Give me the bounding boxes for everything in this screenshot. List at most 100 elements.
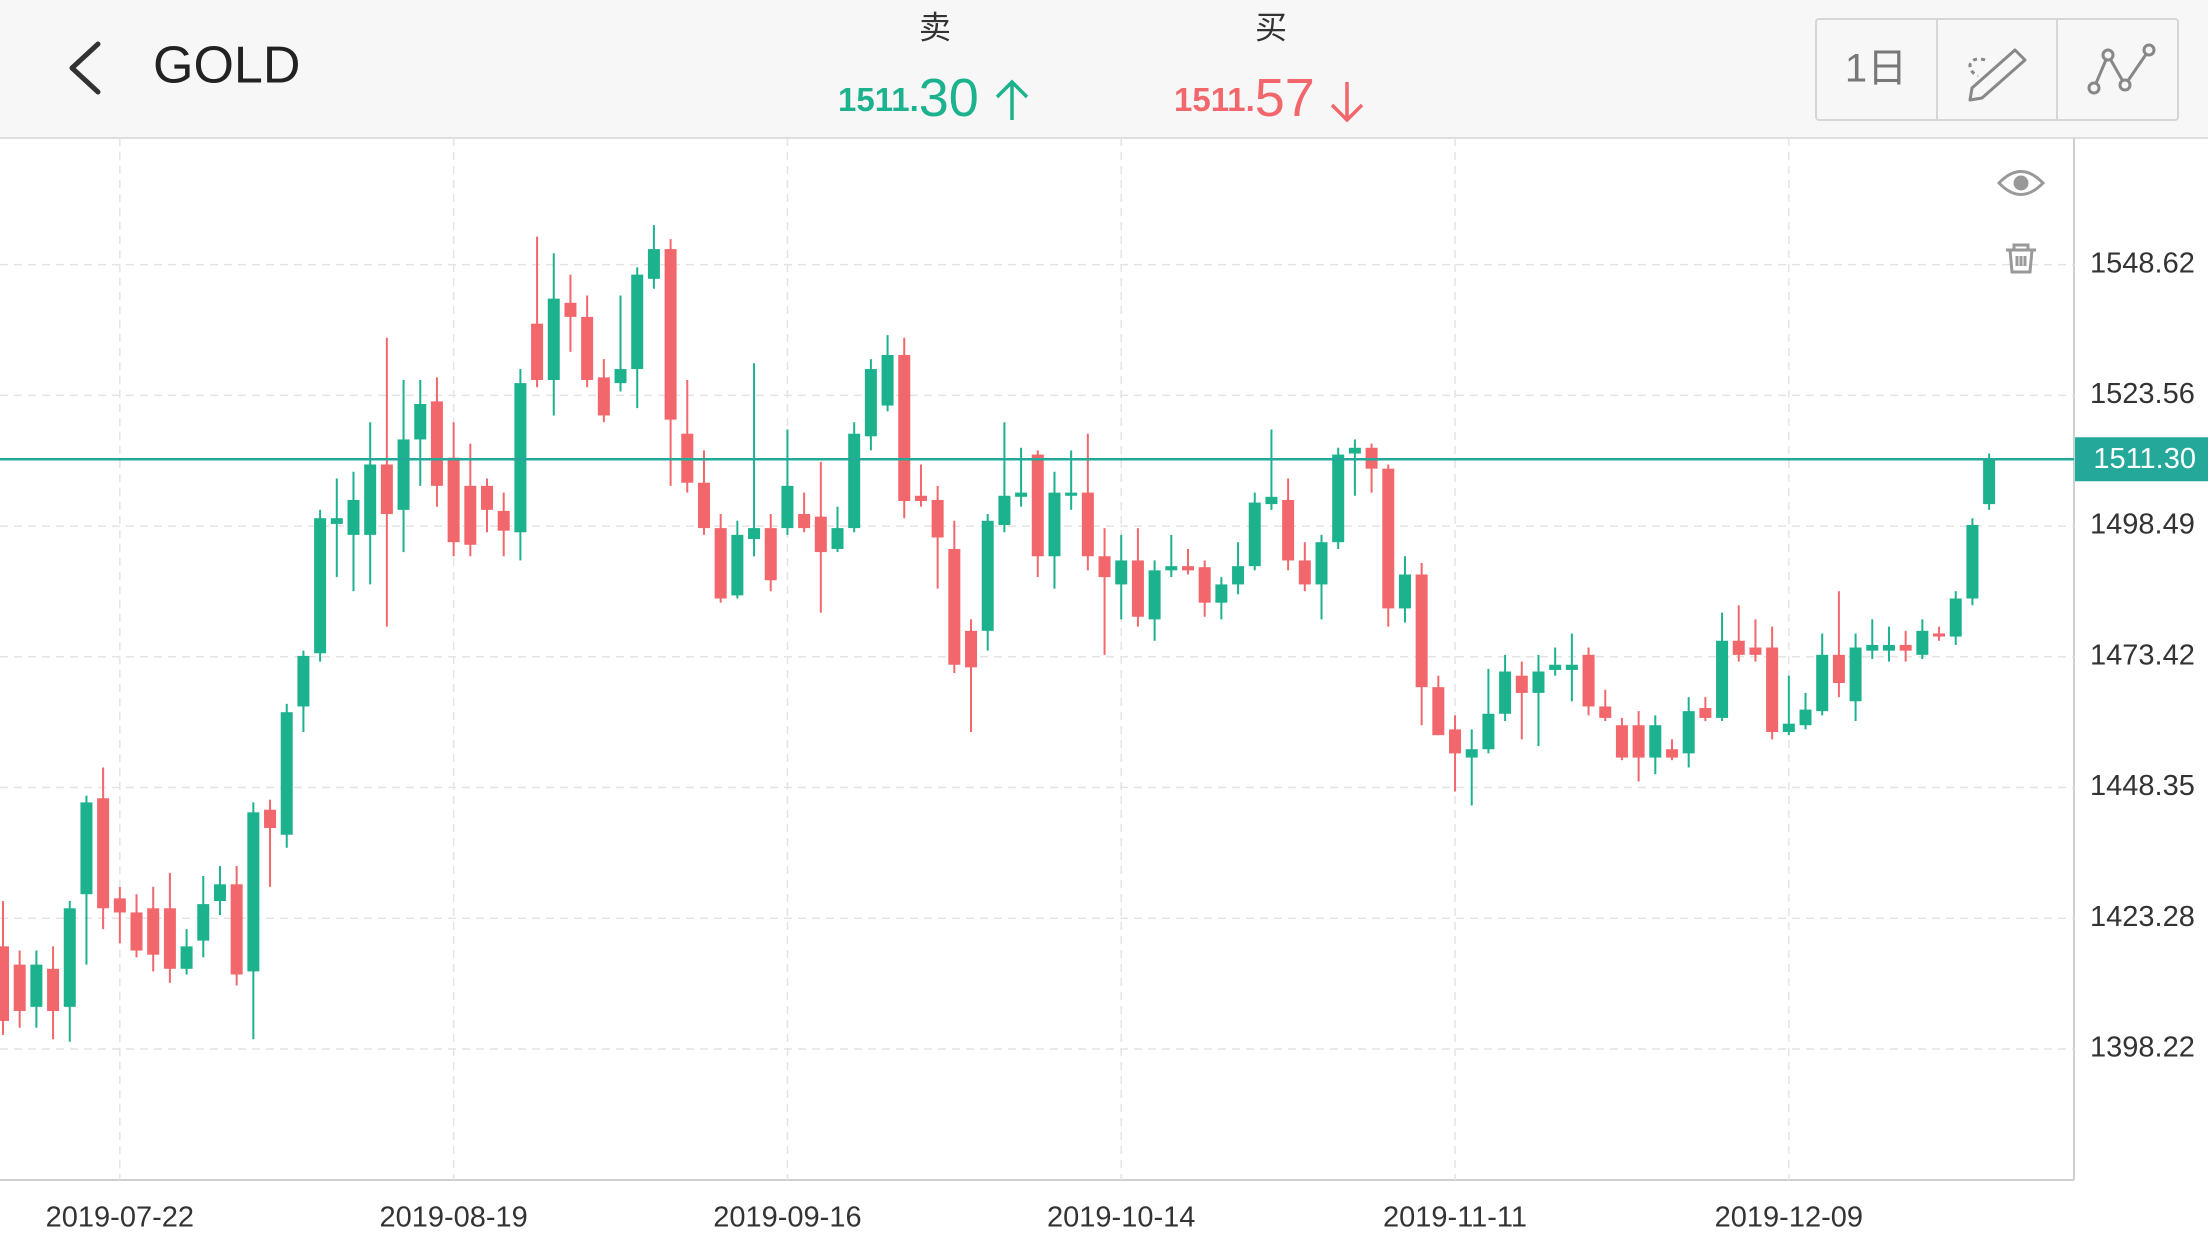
candle-body <box>1398 574 1411 609</box>
candle-body <box>1181 566 1194 571</box>
candle-body <box>1949 598 1962 637</box>
back-button[interactable] <box>69 41 101 95</box>
candle-body <box>481 485 494 510</box>
candle-body <box>981 520 994 631</box>
candle-body <box>1465 749 1478 758</box>
candle-body <box>347 499 360 535</box>
indicator-button[interactable] <box>2087 43 2156 95</box>
candle-body <box>1816 654 1829 712</box>
buy-arrow-down <box>1330 82 1364 123</box>
candle-body <box>831 528 844 549</box>
candle-body <box>1599 706 1612 718</box>
y-tick-label: 1473.42 <box>2090 639 2195 671</box>
candle-body <box>647 249 660 279</box>
candle-body <box>881 354 894 406</box>
delete-button[interactable] <box>2006 243 2036 274</box>
sell-price-int: 1511. <box>838 81 919 118</box>
candle-body <box>998 495 1011 525</box>
candle-body <box>1682 711 1695 754</box>
candle-body <box>30 964 43 1007</box>
draw-tool-button[interactable] <box>1968 48 2027 102</box>
period-button[interactable]: 1日 <box>1845 47 1907 91</box>
candle-body <box>280 712 293 835</box>
candle-body <box>180 946 193 969</box>
candle-body <box>47 968 60 1012</box>
candle-body <box>531 323 544 380</box>
sell-price-dec: 30 <box>919 68 979 128</box>
candle-body <box>1782 723 1795 733</box>
sell-arrow-up <box>995 79 1029 120</box>
candle-body <box>1165 566 1178 571</box>
candle-body <box>848 433 861 529</box>
grid-layer <box>0 138 2074 1180</box>
symbol-title: GOLD <box>153 37 300 95</box>
visibility-toggle[interactable] <box>1996 170 2046 196</box>
y-tick-label: 1423.28 <box>2090 901 2195 933</box>
candle-body <box>1298 560 1311 585</box>
candle-body <box>581 316 594 380</box>
candle-body <box>1649 725 1662 758</box>
buy-price-int: 1511. <box>1174 81 1255 118</box>
candle-body <box>1482 713 1495 750</box>
y-tick-label: 1523.56 <box>2090 378 2195 410</box>
candle-body <box>1983 459 1996 505</box>
sell-price[interactable]: 1511.30 <box>838 68 979 128</box>
candle-body <box>1849 647 1862 702</box>
candle-body <box>931 499 944 538</box>
x-tick-label: 2019-08-19 <box>379 1202 527 1234</box>
candle-body <box>1382 468 1395 609</box>
candle-body <box>814 516 827 553</box>
candle-body <box>914 495 927 501</box>
candle-body <box>1732 640 1745 655</box>
candle-body <box>714 528 727 599</box>
candle-body <box>1198 567 1211 603</box>
y-tick-label: 1498.49 <box>2090 509 2195 541</box>
candle-body <box>1766 647 1779 733</box>
candle-body <box>564 302 577 317</box>
buy-price[interactable]: 1511.57 <box>1174 68 1315 128</box>
candle-body <box>1866 644 1879 651</box>
candle-body <box>631 274 644 370</box>
candle-body <box>1799 709 1812 726</box>
x-tick-label: 2019-10-14 <box>1047 1202 1195 1234</box>
candle-body <box>364 464 377 535</box>
candle-body <box>1332 454 1345 543</box>
x-tick-label: 2019-09-16 <box>713 1202 861 1234</box>
candle-body <box>113 898 126 913</box>
candle-body <box>1131 560 1144 617</box>
price-tag <box>2075 437 2208 482</box>
y-tick-label: 1548.62 <box>2090 247 2195 279</box>
candle-body <box>514 383 527 533</box>
candle-body <box>314 518 327 654</box>
candle-body <box>1916 630 1929 655</box>
candle-body <box>547 298 560 380</box>
candle-body <box>464 485 477 545</box>
candle-body <box>1081 492 1094 557</box>
candle-body <box>497 510 510 531</box>
candle-body <box>1098 556 1111 578</box>
candle-body <box>1716 640 1729 718</box>
candle-body <box>948 548 961 665</box>
candle-body <box>147 908 160 955</box>
overlay-layer: 1398.22 1423.28 1448.35 1473.42 1498.49 1523.… <box>0 247 2208 1234</box>
candle-body <box>597 377 610 416</box>
candle-body <box>1348 447 1361 454</box>
candle-body <box>798 514 811 529</box>
candle-body <box>97 798 110 909</box>
candle-body <box>1582 654 1595 707</box>
candle-body <box>1615 725 1628 758</box>
candle-body <box>748 528 761 540</box>
candle-body <box>1282 499 1295 561</box>
x-tick-label: 2019-12-09 <box>1715 1202 1863 1234</box>
candle-body <box>731 534 744 596</box>
candle-body <box>1749 647 1762 655</box>
candle-body <box>430 401 443 486</box>
candles-layer <box>0 225 1996 1042</box>
candle-body <box>213 884 226 901</box>
toolbar <box>1815 18 2179 121</box>
candle-body <box>1265 496 1278 505</box>
buy-price-dec: 57 <box>1255 68 1315 128</box>
candle-body <box>1632 725 1645 758</box>
